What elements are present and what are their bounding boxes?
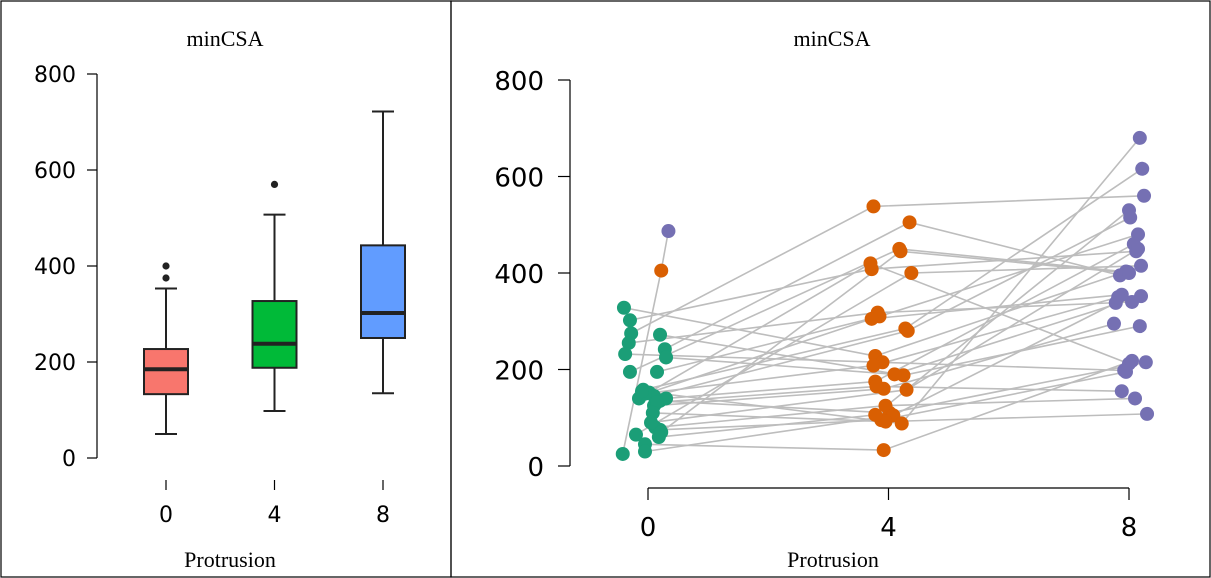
scatter-point-8	[1140, 406, 1155, 421]
scatter-point-0	[650, 364, 665, 379]
scatter-x-axis: 0 4 8	[640, 487, 1138, 543]
scatter-y-tick-label: 200	[494, 357, 544, 387]
scatter-point-0	[659, 350, 674, 365]
boxplot-x-tick-label: 0	[159, 503, 173, 528]
scatter-point-4	[894, 416, 909, 431]
scatter-point-0	[616, 300, 631, 315]
box-group-8	[360, 110, 406, 395]
scatter-point-8	[1114, 384, 1129, 399]
scatter-x-tick-label: 4	[880, 513, 897, 543]
paired-line	[650, 248, 1139, 424]
box-iqr	[251, 300, 298, 369]
paired-scatter-chart: minCSA 0 200 400 600 800 0 4 8 Protrusion	[494, 26, 1155, 572]
boxplot-y-tick-label: 600	[34, 159, 76, 184]
scatter-x-tick-label: 8	[1121, 513, 1138, 543]
scatter-point-4	[902, 215, 917, 230]
scatter-point-4	[863, 256, 878, 271]
scatter-point-8	[1106, 316, 1121, 331]
scatter-y-axis: 0 200 400 600 800	[494, 67, 571, 483]
boxplot-y-tick-label: 400	[34, 255, 76, 280]
scatter-point-4	[876, 443, 891, 458]
scatter-point-4	[887, 367, 902, 382]
paired-line	[638, 262, 1130, 400]
boxplot-x-tick-label: 8	[376, 503, 390, 528]
box-outlier	[270, 180, 279, 188]
boxplot-x-axis: 0 4 8	[159, 480, 390, 528]
scatter-point-8	[1137, 188, 1152, 203]
scatter-point-8	[1131, 241, 1146, 256]
scatter-point-4	[904, 266, 919, 280]
box-outlier	[162, 274, 170, 282]
box-group-4	[251, 180, 298, 412]
scatter-point-4	[878, 414, 893, 429]
scatter-point-8	[1138, 355, 1153, 370]
scatter-point-4	[654, 263, 669, 278]
scatter-point-4	[866, 199, 881, 214]
box-group-0	[143, 262, 189, 435]
box-iqr	[143, 348, 189, 396]
boxplot-chart: minCSA 0 200 400 600 800 0 4 8 Protrusion	[34, 26, 406, 572]
scatter-point-4	[864, 311, 879, 326]
right-panel-border	[450, 0, 1211, 578]
scatter-point-8	[1111, 290, 1126, 305]
boxplot-y-tick-label: 200	[34, 351, 76, 376]
box-iqr	[360, 244, 406, 339]
boxplot-x-label: Protrusion	[184, 547, 276, 572]
scatter-point-0	[650, 395, 665, 410]
box-outlier	[162, 262, 170, 270]
scatter-point-8	[1118, 364, 1133, 379]
boxplot-x-tick-label: 4	[268, 503, 282, 528]
scatter-point-4	[900, 323, 915, 338]
scatter-point-0	[621, 335, 636, 350]
scatter-point-4	[866, 358, 881, 373]
scatter-point-0	[622, 364, 637, 379]
scatter-point-0	[615, 446, 630, 461]
scatter-point-8	[1135, 161, 1150, 176]
scatter-x-tick-label: 0	[640, 513, 657, 543]
scatter-point-8	[1134, 258, 1149, 273]
scatter-point-8	[1134, 289, 1149, 304]
scatter-point-0	[622, 313, 637, 328]
scatter-point-0	[653, 327, 668, 342]
scatter-point-0	[651, 430, 666, 445]
scatter-point-4	[899, 382, 914, 397]
scatter-y-tick-label: 600	[494, 164, 544, 194]
scatter-title: minCSA	[793, 26, 870, 51]
scatter-point-0	[637, 444, 652, 459]
scatter-point-8	[1132, 130, 1147, 145]
scatter-point-0	[628, 427, 643, 442]
scatter-point-8	[1132, 319, 1147, 334]
scatter-point-4	[868, 407, 883, 422]
boxplot-y-axis: 0 200 400 600 800	[34, 63, 98, 472]
scatter-y-tick-label: 0	[527, 453, 544, 483]
scatter-point-0	[634, 384, 649, 399]
paired-line	[658, 209, 1130, 438]
scatter-points	[615, 130, 1155, 461]
boxplot-boxes	[143, 110, 406, 435]
scatter-point-4	[893, 244, 908, 259]
scatter-point-8	[661, 224, 676, 239]
scatter-point-8	[1125, 353, 1140, 368]
scatter-point-8	[1122, 203, 1136, 218]
scatter-y-tick-label: 800	[494, 67, 544, 97]
boxplot-title: minCSA	[186, 26, 263, 51]
boxplot-y-tick-label: 800	[34, 63, 76, 88]
scatter-x-label: Protrusion	[787, 547, 879, 572]
scatter-point-4	[878, 398, 893, 413]
scatter-point-0	[618, 347, 633, 362]
scatter-point-8	[1122, 266, 1136, 280]
scatter-point-0	[644, 415, 659, 430]
scatter-point-8	[1128, 391, 1143, 406]
boxplot-y-tick-label: 0	[62, 447, 76, 472]
scatter-point-4	[869, 379, 884, 394]
scatter-y-tick-label: 400	[494, 260, 544, 290]
paired-line	[648, 293, 1122, 394]
